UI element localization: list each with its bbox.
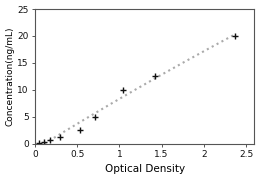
Y-axis label: Concentration(ng/mL): Concentration(ng/mL) (5, 27, 15, 126)
X-axis label: Optical Density: Optical Density (105, 165, 185, 174)
